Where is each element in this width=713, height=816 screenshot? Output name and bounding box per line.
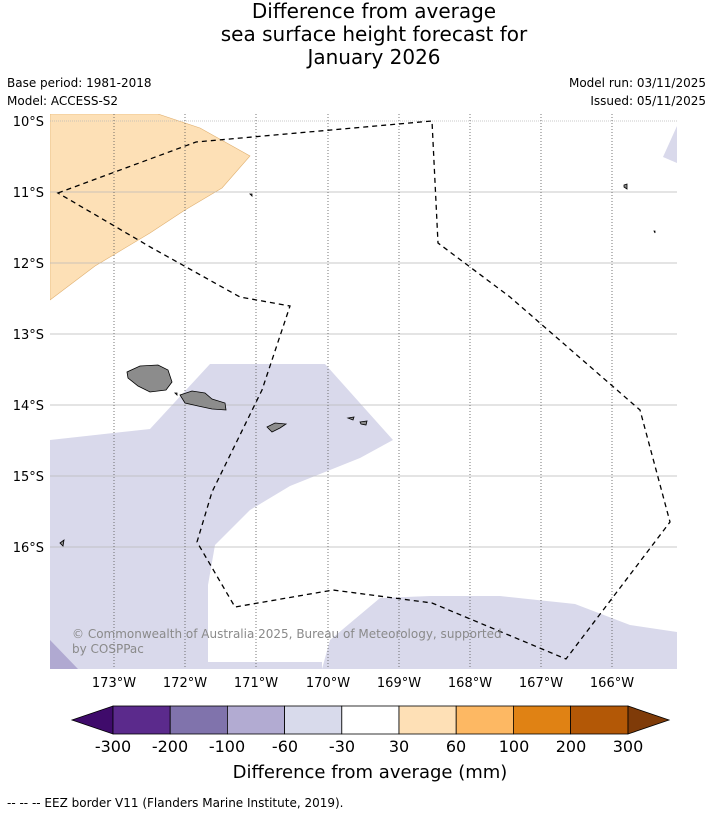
colorbar-segment <box>284 705 343 735</box>
lon-label: 169°W <box>377 676 421 691</box>
island-tau <box>359 420 368 426</box>
title-line-3: January 2026 <box>307 45 441 69</box>
colorbar-label: Difference from average (mm) <box>233 762 508 783</box>
colorbar <box>70 705 671 735</box>
lat-label: 12°S <box>13 257 44 272</box>
eez-border-tokelau <box>56 120 671 660</box>
island-swains <box>249 193 253 197</box>
title-line-1: Difference from average <box>251 0 497 23</box>
colorbar-ticks: -300 -200 -100 -60 -30 30 60 100 200 300 <box>95 737 643 756</box>
lon-label: 173°W <box>92 676 136 691</box>
title-line-2: sea surface height forecast for <box>220 22 528 46</box>
island-ofu <box>346 416 355 421</box>
colorbar-segment <box>570 705 629 735</box>
lon-label: 166°W <box>590 676 634 691</box>
anomaly-region-negative-central <box>50 364 393 669</box>
colorbar-segment <box>226 705 285 735</box>
land-masses <box>59 183 656 547</box>
colorbar-tick-label: 300 <box>613 737 644 756</box>
colorbar-tick-label: 200 <box>556 737 587 756</box>
base-period: Base period: 1981-2018 <box>7 76 152 90</box>
island-savaii <box>126 364 173 393</box>
colorbar-tick-label: -30 <box>329 737 355 756</box>
anomaly-region-negative-ne <box>663 126 677 163</box>
lat-label: 16°S <box>13 541 44 556</box>
eez-footnote: -- -- -- EEZ border V11 (Flanders Marine… <box>7 796 344 810</box>
lon-label: 167°W <box>519 676 563 691</box>
longitude-labels: 173°W 172°W 171°W 170°W 169°W 168°W 167°… <box>92 676 634 691</box>
colorbar-segment <box>169 705 228 735</box>
colorbar-high-extend <box>627 705 671 735</box>
lat-label: 10°S <box>13 115 44 130</box>
anomaly-region-negative-south <box>322 596 677 669</box>
copyright-line-2: by COSPPac <box>72 642 144 656</box>
model-name: Model: ACCESS-S2 <box>7 94 119 108</box>
latitude-gridlines <box>50 120 677 548</box>
colorbar-tick-label: -300 <box>95 737 131 756</box>
island-tutuila <box>266 422 288 433</box>
lat-label: 14°S <box>13 399 44 414</box>
colorbar-segment <box>341 705 400 735</box>
model-run: Model run: 03/11/2025 <box>568 76 706 90</box>
lat-label: 15°S <box>13 470 44 485</box>
longitude-gridlines <box>113 114 613 669</box>
lon-label: 171°W <box>234 676 278 691</box>
colorbar-segment <box>513 705 572 735</box>
colorbar-segment <box>455 705 514 735</box>
island-apolima <box>174 392 178 396</box>
issued-date: Issued: 05/11/2025 <box>590 94 706 108</box>
colorbar-tick-label: 60 <box>446 737 466 756</box>
anomaly-region-negative-sw <box>50 640 78 669</box>
colorbar-low-extend <box>70 705 114 735</box>
colorbar-tick-label: -100 <box>209 737 245 756</box>
colorbar-segment <box>112 705 171 735</box>
colorbar-segment <box>398 705 457 735</box>
island-upolu <box>179 390 227 411</box>
copyright-line-1: © Commonwealth of Australia 2025, Bureau… <box>72 627 502 641</box>
colorbar-tick-label: 30 <box>389 737 409 756</box>
lon-label: 172°W <box>163 676 207 691</box>
latitude-labels: 10°S 11°S 12°S 13°S 14°S 15°S 16°S <box>13 115 44 556</box>
meta-right: Model run: 03/11/2025 Issued: 05/11/2025 <box>569 74 706 110</box>
meta-left: Base period: 1981-2018 Model: ACCESS-S2 <box>7 74 152 110</box>
colorbar-tick-label: -60 <box>272 737 298 756</box>
island-ne-speck <box>653 230 656 234</box>
eez-borders <box>56 120 671 660</box>
lat-label: 11°S <box>13 186 44 201</box>
map-panel: © Commonwealth of Australia 2025, Bureau… <box>50 114 677 669</box>
island-nw-speck <box>59 539 65 547</box>
colorbar-tick-label: 100 <box>499 737 530 756</box>
lon-label: 170°W <box>306 676 350 691</box>
map-title: Difference from average sea surface heig… <box>0 0 713 69</box>
island-ne-atoll <box>623 183 628 190</box>
colorbar-tick-label: -200 <box>152 737 188 756</box>
lon-label: 168°W <box>448 676 492 691</box>
lat-label: 13°S <box>13 328 44 343</box>
